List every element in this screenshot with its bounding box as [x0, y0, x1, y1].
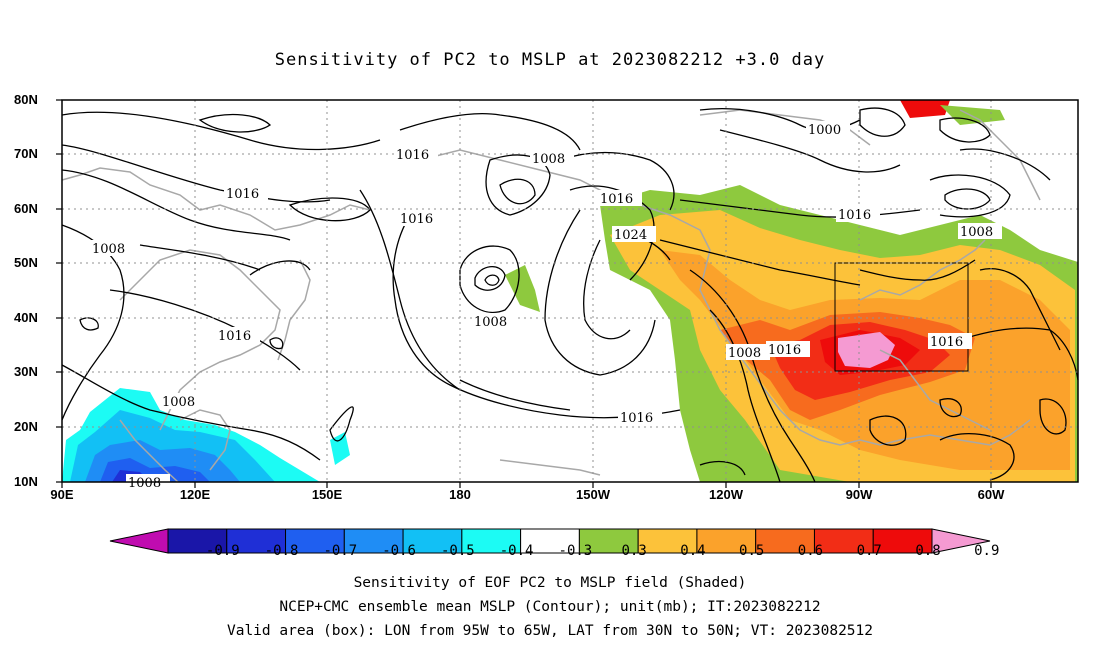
lat-label: 20N	[14, 419, 38, 434]
lat-label: 10N	[14, 474, 38, 489]
caption-line-1: Sensitivity of EOF PC2 to MSLP field (Sh…	[353, 575, 747, 591]
colorbar-label: 0.8	[915, 543, 941, 559]
svg-text:1016: 1016	[600, 192, 633, 207]
axis-ticks	[56, 99, 992, 488]
colorbar-swatch	[226, 528, 287, 554]
colorbar-label: 0.6	[797, 543, 824, 559]
colorbar-label: -0.9	[205, 543, 240, 559]
colorbar-label: 0.4	[680, 543, 706, 559]
contour-label: 1008	[726, 344, 770, 361]
lat-label: 50N	[14, 255, 38, 270]
colorbar-label: -0.6	[382, 543, 416, 559]
contour-labels: 1016 1008 1016 1016 1008 1016 1016 1000 …	[90, 121, 1002, 491]
lat-label: 40N	[14, 310, 38, 325]
colorbar-label: 0.3	[621, 543, 647, 559]
colorbar-label: 0.7	[856, 543, 882, 559]
caption-line-2: NCEP+CMC ensemble mean MSLP (Contour); u…	[279, 599, 821, 615]
contour-label: 1016	[618, 409, 662, 426]
contour-label: 1008	[160, 393, 204, 410]
contour-label: 1016	[394, 146, 438, 163]
lat-label: 60N	[14, 201, 38, 216]
lon-label: 120W	[709, 487, 743, 502]
contour-label: 1000	[806, 121, 850, 138]
colorbar-label: -0.8	[264, 543, 299, 559]
contour-label: 1008	[958, 223, 1002, 240]
colorbar-swatches	[109, 528, 991, 554]
colorbar-label: -0.3	[558, 543, 593, 559]
svg-text:1008: 1008	[960, 225, 993, 240]
contour-label: 1016	[766, 341, 810, 358]
colorbar-swatch	[402, 528, 463, 554]
svg-text:1016: 1016	[226, 187, 259, 202]
colorbar-swatch	[285, 528, 345, 554]
contour-label: 1024	[612, 226, 656, 243]
colorbar-swatch	[696, 528, 757, 554]
colorbar-label: -0.4	[499, 543, 534, 559]
lon-label: 180	[449, 487, 471, 502]
colorbar-label: -0.5	[440, 543, 475, 559]
plot-title: Sensitivity of PC2 to MSLP at 2023082212…	[274, 50, 826, 70]
contour-label: 1016	[598, 190, 642, 207]
svg-text:1016: 1016	[768, 343, 801, 358]
svg-text:1008: 1008	[532, 152, 565, 167]
colorbar-arrow-left	[109, 528, 169, 554]
contour-label: 1016	[224, 185, 268, 202]
svg-text:1016: 1016	[838, 208, 871, 223]
grid-lines	[62, 100, 1078, 482]
pos-shade-green-ne	[940, 105, 1005, 125]
lon-label: 60W	[977, 487, 1005, 502]
svg-text:1016: 1016	[400, 212, 433, 227]
contour-label: 1008	[530, 150, 574, 167]
colorbar-label: 0.9	[974, 543, 1000, 559]
colorbar-swatch	[872, 528, 933, 554]
lon-label: 90W	[845, 487, 873, 502]
lat-label: 80N	[14, 92, 38, 107]
colorbar-label: 0.5	[739, 543, 765, 559]
lon-label: 150W	[576, 487, 610, 502]
svg-text:1008: 1008	[92, 242, 125, 257]
colorbar-label: -0.7	[323, 543, 358, 559]
contour-label: 1008	[472, 313, 516, 330]
svg-text:1000: 1000	[808, 123, 841, 138]
lon-label: 150E	[311, 487, 343, 502]
svg-text:1008: 1008	[162, 395, 195, 410]
lat-label: 30N	[14, 364, 38, 379]
caption-line-3: Valid area (box): LON from 95W to 65W, L…	[226, 623, 873, 639]
colorbar-swatch	[343, 528, 404, 554]
lon-label: 90E	[50, 487, 74, 502]
contour-label: 1016	[836, 206, 880, 223]
lon-label: 120E	[179, 487, 211, 502]
colorbar-swatch	[578, 528, 639, 554]
lat-label: 70N	[14, 146, 38, 161]
svg-text:1024: 1024	[614, 228, 647, 243]
pos-shade-red-ne	[900, 100, 950, 118]
svg-text:1016: 1016	[620, 411, 653, 426]
plot-frame	[61, 99, 1079, 483]
contour-label: 1016	[216, 327, 260, 344]
colorbar-arrow-right	[931, 528, 991, 554]
svg-text:1016: 1016	[930, 335, 963, 350]
colorbar-swatch	[637, 528, 698, 554]
colorbar-swatch	[813, 528, 874, 554]
pos-shade-green-nw	[505, 265, 540, 312]
contour-label: 1016	[398, 210, 442, 227]
contour-label: 1016	[928, 333, 972, 350]
pos-shade-pink	[838, 332, 895, 368]
shaded-sensitivity	[62, 100, 1078, 482]
mslp-contours	[61, 107, 1079, 483]
colorbar-swatch	[167, 528, 228, 554]
contour-label: 1008	[90, 240, 134, 257]
valid-area-box	[834, 262, 969, 372]
contour-label: 1008	[126, 474, 170, 491]
svg-text:1016: 1016	[396, 148, 429, 163]
svg-text:1016: 1016	[218, 329, 251, 344]
svg-text:1008: 1008	[728, 346, 761, 361]
svg-text:1008: 1008	[128, 476, 161, 491]
svg-text:1008: 1008	[474, 315, 507, 330]
colorbar-swatch	[520, 528, 580, 554]
